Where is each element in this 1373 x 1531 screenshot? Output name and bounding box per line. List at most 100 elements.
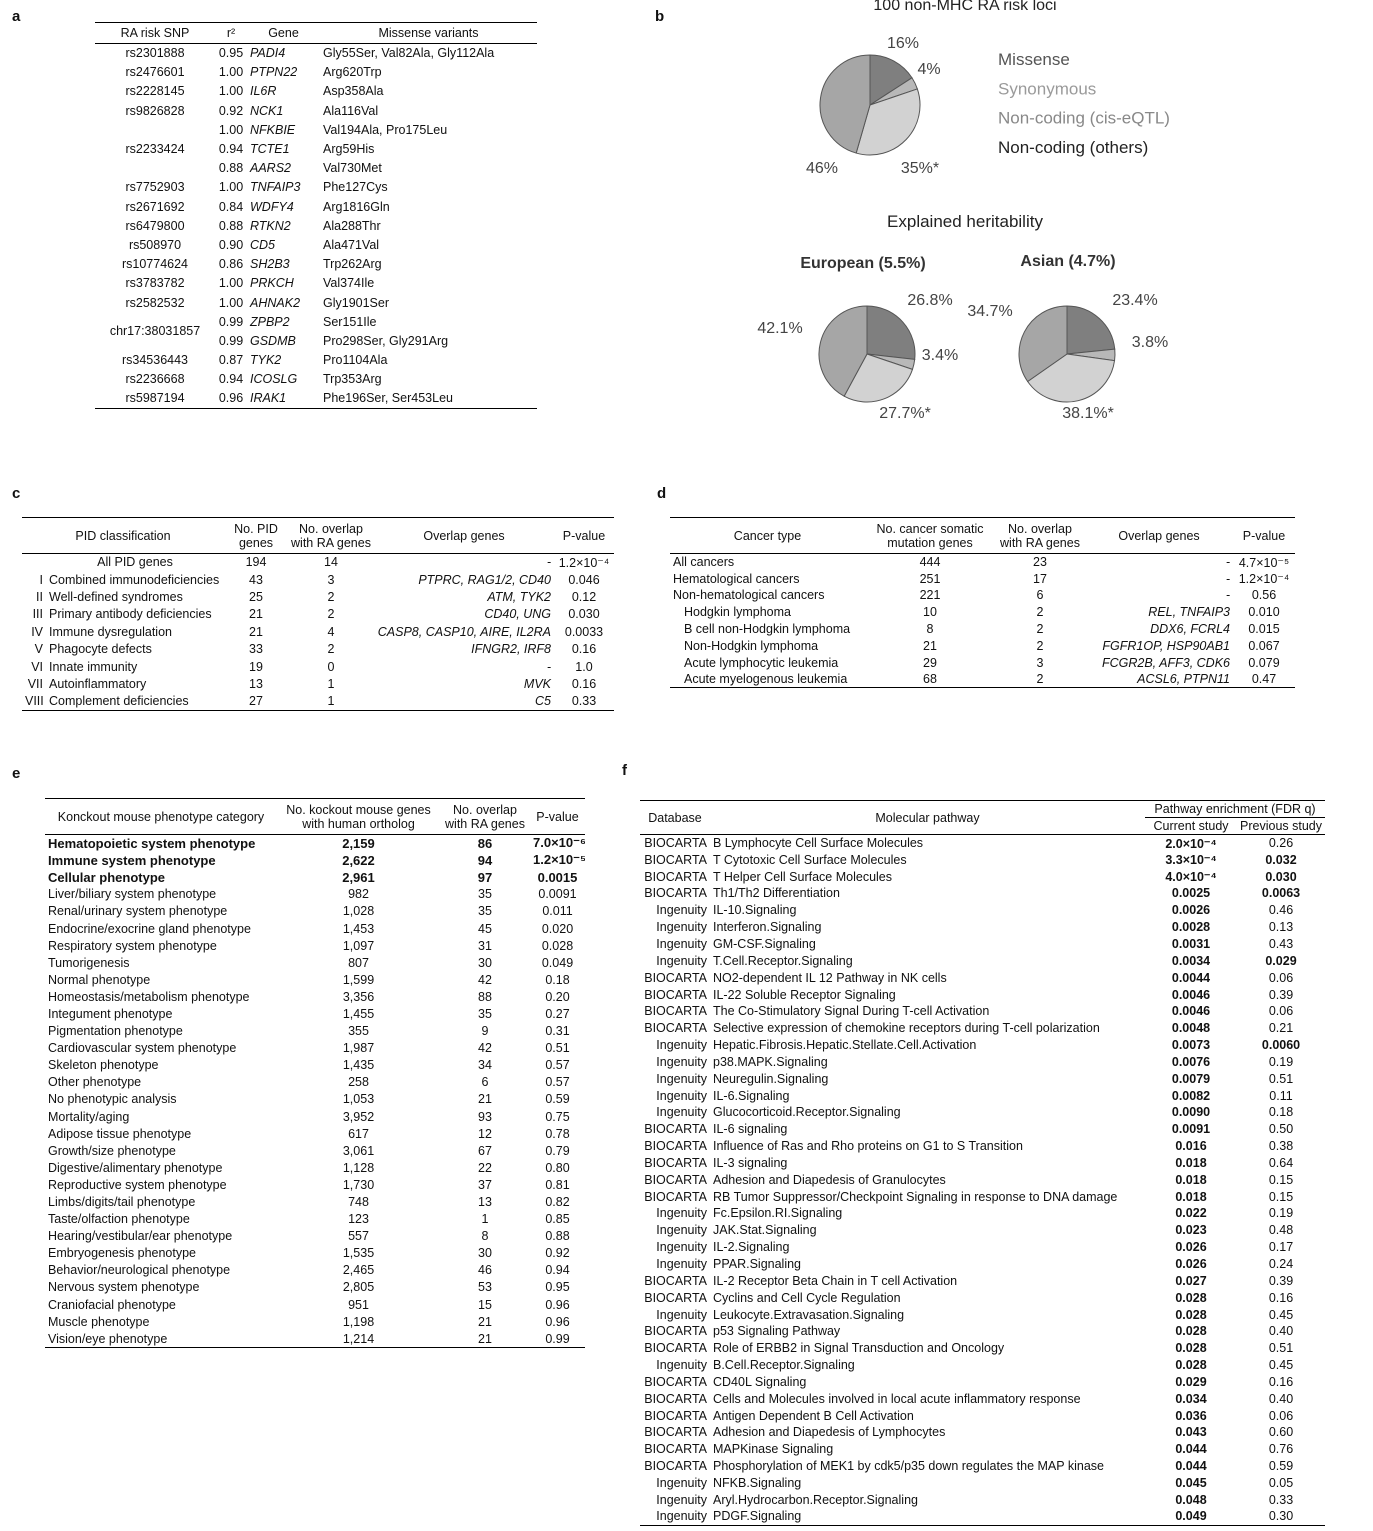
table-cell: 444 — [919, 555, 941, 570]
table-cell: 2,805 — [342, 1280, 375, 1295]
table-cell: 1,455 — [342, 1006, 375, 1021]
table-cell: 45 — [478, 921, 492, 936]
table-cell: JAK.Stat.Signaling — [713, 1223, 817, 1238]
table-cell: FCGR2B, AFF3, CDK6 — [1101, 655, 1230, 670]
pie-panel: 100 non-MHC RA risk loci Explained herit… — [757, 0, 1170, 422]
header-cell: Previous study — [1237, 817, 1326, 835]
table-cell: 3,061 — [342, 1143, 375, 1158]
table-cell: 0.11 — [1269, 1088, 1293, 1103]
table-cell: rs2228145 — [125, 84, 185, 99]
table-cell: 0.19 — [1268, 1054, 1294, 1069]
table-cell: 0.049 — [541, 955, 574, 970]
table-cell: Well-defined syndromes — [49, 589, 183, 604]
table-cell: 7.0×10⁻⁶ — [533, 835, 585, 851]
table-cell: BIOCARTA — [644, 1459, 707, 1474]
table-cell: Phosphorylation of MEK1 by cdk5/p35 down… — [713, 1459, 1104, 1474]
table-cell: 1 — [327, 676, 335, 691]
table-cell: 0.20 — [545, 989, 570, 1004]
table-cell: IL-3 signaling — [713, 1155, 788, 1170]
table-cell: IL-2.Signaling — [713, 1240, 790, 1255]
table-cell: II — [36, 589, 43, 604]
table-row: VIII Complement deficiencies 27 1 C5 0.33 — [22, 693, 614, 710]
table-cell: Nervous system phenotype — [48, 1280, 200, 1295]
table-cell: 0.50 — [1268, 1122, 1294, 1137]
table-cell: 258 — [348, 1075, 369, 1090]
table-cell: 0.99 — [545, 1331, 570, 1346]
table-cell: NO2-dependent IL 12 Pathway in NK cells — [713, 970, 947, 985]
table-row: Ingenuity B.Cell.Receptor.Signaling 0.028 0… — [640, 1357, 1325, 1374]
legend-entry: Synonymous — [998, 79, 1096, 98]
pie-label: 42.1% — [757, 320, 802, 337]
table-cell: Ingenuity — [656, 1054, 707, 1069]
table-row: All PID genes 194 14 -1.2×10⁻⁴ — [22, 554, 614, 571]
table-row: rs2476601 1.00 PTPN22 Arg620Trp — [95, 63, 537, 82]
table-row: Ingenuity Aryl.Hydrocarbon.Receptor.Signa… — [640, 1491, 1325, 1508]
table-row: Limbs/digits/tail phenotype 748 13 0.82 — [45, 1193, 585, 1210]
table-row: BIOCARTA NO2-dependent IL 12 Pathway in N… — [640, 969, 1325, 986]
table-cell: 0.96 — [545, 1314, 570, 1329]
table-cell: 2 — [1036, 605, 1044, 620]
table-cell: PRKCH — [250, 276, 294, 291]
table-cell: 94 — [477, 852, 493, 868]
table-row: BIOCARTA Influence of Ras and Rho protein… — [640, 1138, 1325, 1155]
header-row: PID classification No. PID genes No. overl… — [22, 517, 614, 554]
table-row: BIOCARTA B Lymphocyte Cell Surface Molecu… — [640, 835, 1325, 852]
panel-label: e — [12, 765, 21, 782]
pie-label: 34.7% — [967, 303, 1012, 320]
table-cell: Primary antibody deficiencies — [49, 607, 212, 622]
table-cell: 42 — [478, 1041, 492, 1056]
pie-slice — [843, 353, 914, 403]
table-cell: 0.045 — [1175, 1475, 1207, 1490]
legend-entry: Non-coding (cis-eQTL) — [998, 109, 1170, 128]
panel-label: c — [12, 485, 21, 502]
table-row: Hearing/vestibular/ear phenotype 557 8 0.88 — [45, 1228, 585, 1245]
table-cell: 0.0025 — [1171, 886, 1211, 901]
table-cell: Gly55Ser, Val82Ala, Gly112Ala — [323, 46, 495, 61]
table-cell: 0.16 — [1268, 1290, 1294, 1305]
table-row: Ingenuity Glucocorticoid.Receptor.Signali… — [640, 1104, 1325, 1121]
table-cell: rs7752903 — [125, 180, 185, 195]
table-cell: 1,435 — [342, 1058, 375, 1073]
table-row: Ingenuity GM-CSF.Signaling 0.0031 0.43 — [640, 936, 1325, 953]
header-cell: No. overlap with RA genes — [440, 798, 530, 835]
table-cell: FGFR1OP, HSP90AB1 — [1102, 638, 1230, 653]
table-cell: ZPBP2 — [250, 314, 290, 329]
table-cell: 0.99 — [218, 314, 244, 329]
table-cell: 0.046 — [568, 572, 600, 587]
table-row: BIOCARTA Adhesion and Diapedesis of Granu… — [640, 1171, 1325, 1188]
table-row: 0.99 GSDMB Pro298Ser, Gly291Arg — [95, 331, 537, 350]
table-cell: III — [32, 607, 43, 622]
table-row: Ingenuity Neuregulin.Signaling 0.0079 0.51 — [640, 1070, 1325, 1087]
table-cell: Ingenuity — [656, 1088, 707, 1103]
table-cell: 0.81 — [545, 1177, 570, 1192]
table-cell: TYK2 — [250, 353, 282, 368]
table-cell: BIOCARTA — [644, 1374, 707, 1389]
table-cell: 30 — [478, 955, 492, 970]
table-cell: Influence of Ras and Rho proteins on G1 … — [713, 1139, 1023, 1154]
table-cell: BIOCARTA — [644, 1139, 707, 1154]
table: Database Molecular pathway Pathway enrichm… — [640, 800, 1326, 1526]
table-cell: 0.044 — [1175, 1442, 1207, 1457]
table-cell: PTPN22 — [250, 65, 298, 80]
table-cell: Pro298Ser, Gly291Arg — [323, 333, 449, 348]
table-body: BIOCARTA B Lymphocyte Cell Surface Molecu… — [640, 835, 1325, 1526]
table-cell: Adhesion and Diapedesis of Granulocytes — [713, 1172, 946, 1187]
table-cell: I — [39, 572, 43, 587]
table-cell: 2 — [327, 642, 335, 657]
table-cell: IL-6.Signaling — [713, 1088, 790, 1103]
table-row: BIOCARTA The Co-Stimulatory Signal During… — [640, 1003, 1325, 1020]
table-cell: IL-22 Soluble Receptor Signaling — [713, 987, 896, 1002]
table-cell: 0.96 — [545, 1297, 570, 1312]
table: Konckout mouse phenotype category No. koc… — [45, 798, 585, 1348]
table-cell: 1.00 — [218, 65, 244, 80]
header-cell: r² — [215, 22, 247, 44]
table-cell: Glucocorticoid.Receptor.Signaling — [713, 1105, 901, 1120]
table-cell: Cellular phenotype — [48, 869, 166, 885]
table-row: Respiratory system phenotype 1,097 31 0.028 — [45, 937, 585, 954]
table-cell: 123 — [348, 1212, 369, 1227]
pie-label: 3.4% — [922, 347, 958, 364]
table-cell: Hematopoietic system phenotype — [48, 835, 256, 851]
table-cell: 0.026 — [1175, 1257, 1207, 1272]
table-cell: Leukocyte.Extravasation.Signaling — [713, 1307, 905, 1322]
table-cell: BIOCARTA — [644, 1391, 707, 1406]
